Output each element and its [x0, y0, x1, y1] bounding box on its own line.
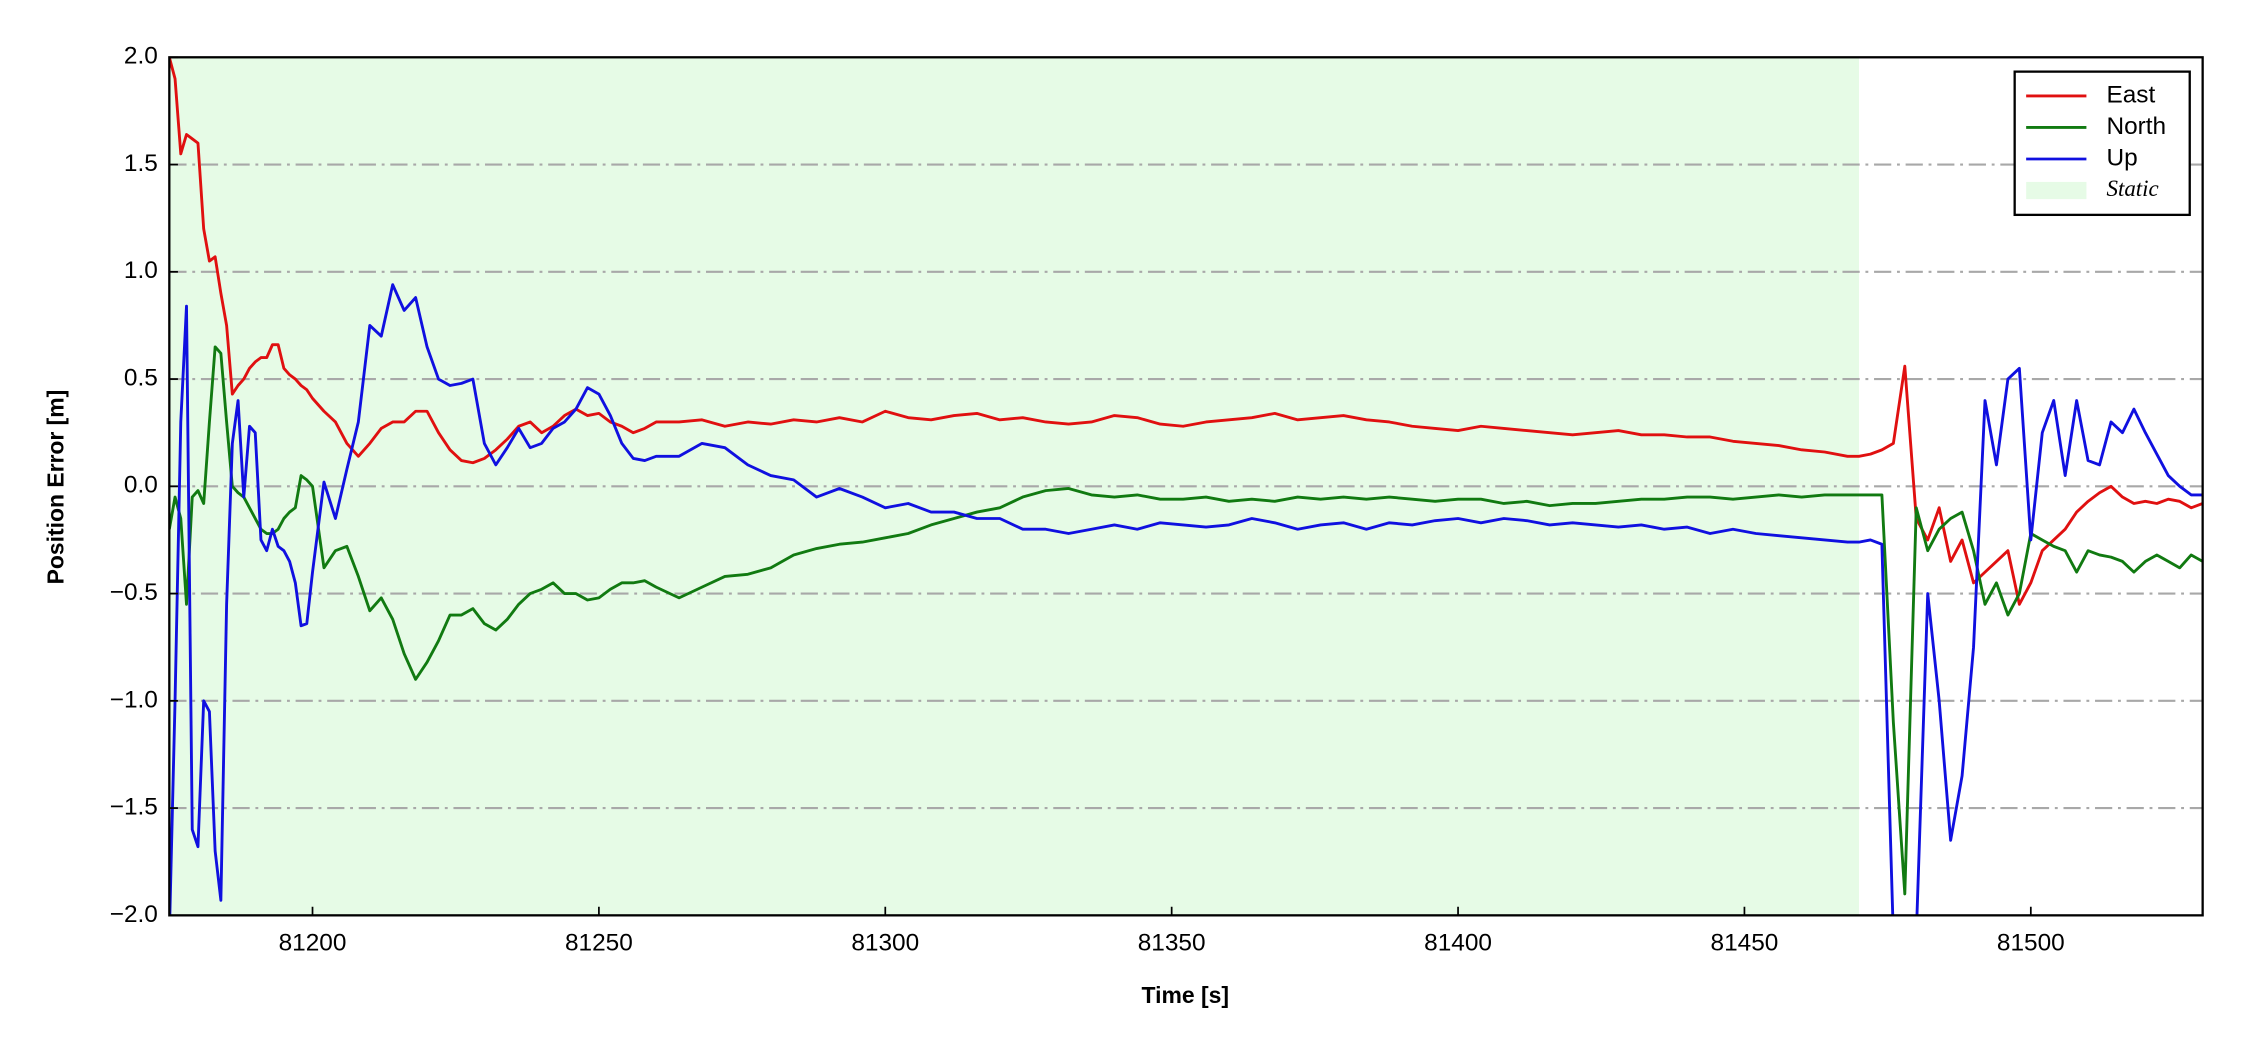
legend-label: East [2107, 81, 2156, 108]
legend-swatch [2026, 181, 2087, 200]
legend-label: Up [2107, 144, 2138, 171]
x-tick-label: 81200 [279, 929, 347, 956]
y-tick-label: −0.5 [110, 579, 158, 606]
x-tick-label: 81250 [565, 929, 633, 956]
plot-lines [169, 57, 2203, 916]
y-tick-label: 2.0 [124, 43, 158, 70]
x-axis-label: Time [s] [1141, 982, 1229, 1008]
legend-label: North [2107, 113, 2167, 140]
series-line [169, 283, 2203, 916]
y-tick-label: 1.0 [124, 257, 158, 284]
legend-label: Static [2107, 176, 2159, 201]
y-tick-label: −2.0 [110, 901, 158, 928]
y-tick-label: −1.0 [110, 686, 158, 713]
legend: East North Up Static [2013, 70, 2191, 217]
plot-background [169, 57, 2203, 916]
y-tick-label: 0.0 [124, 472, 158, 499]
x-tick-label: 81350 [1138, 929, 1206, 956]
y-tick-label: −1.5 [110, 794, 158, 821]
x-tick-label: 81450 [1711, 929, 1779, 956]
y-tick-label: 1.5 [124, 150, 158, 177]
series-line [169, 57, 2203, 606]
x-tick-label: 81300 [851, 929, 919, 956]
y-axis-label: Position Error [m] [42, 390, 68, 585]
y-tick-label: 0.5 [124, 365, 158, 392]
axes: −2.0 −1.5 −1.0 −0.5 0.0 0.5 1.0 1.5 2.0 81200 8125… [110, 43, 2065, 957]
x-tick-label: 81500 [1997, 929, 2065, 956]
x-tick-label: 81400 [1424, 929, 1492, 956]
series-line [169, 345, 2203, 896]
